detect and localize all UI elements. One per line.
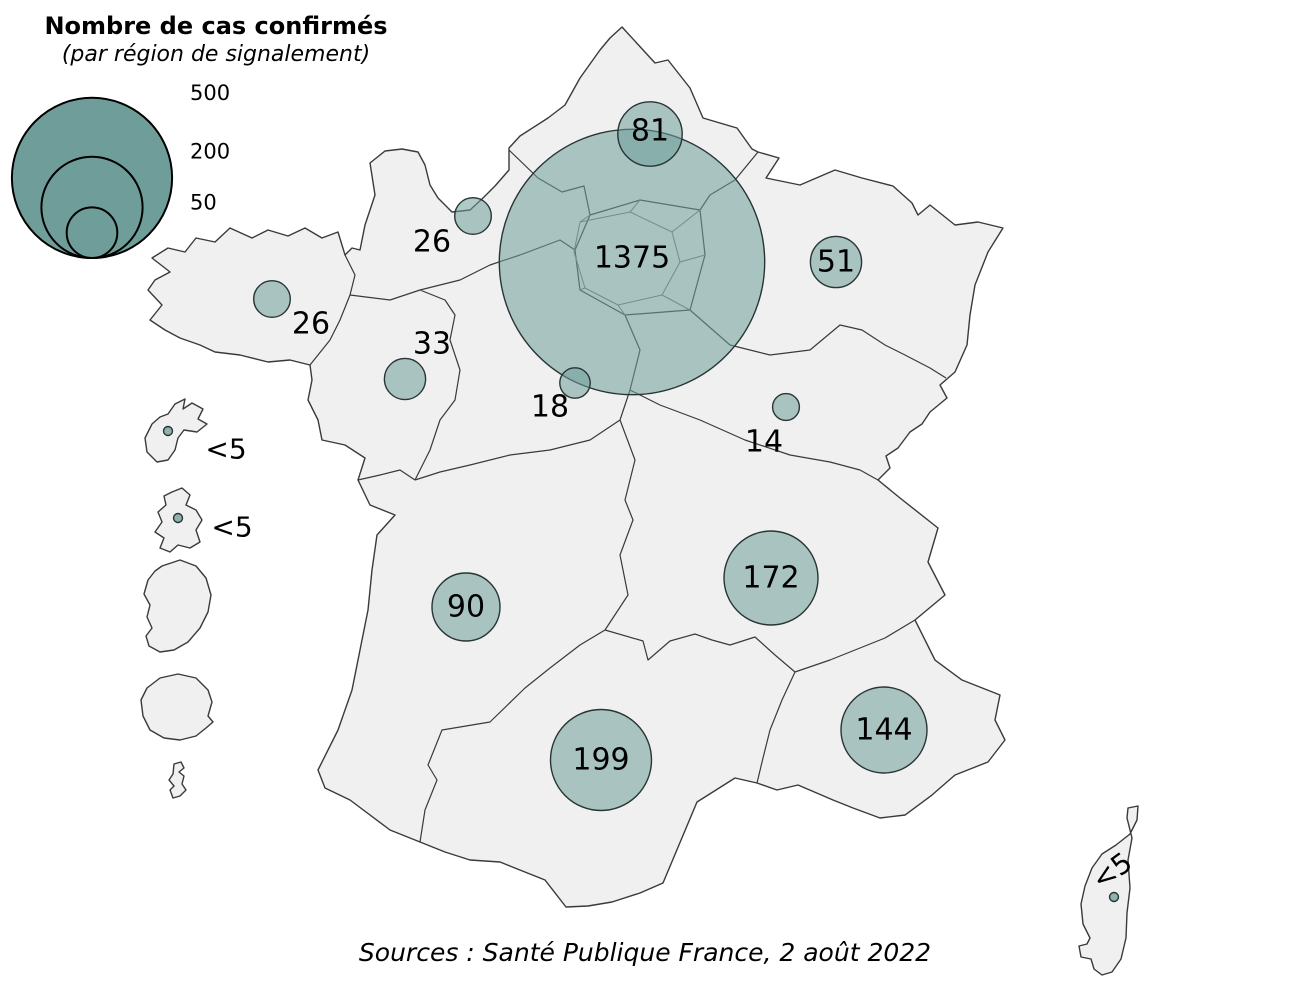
case-bubble-guadeloupe (162, 425, 174, 437)
region-mayotte (168, 761, 187, 799)
case-count-hauts-de-france: 81 (631, 114, 669, 149)
case-bubble-centre-val-de-loire (559, 367, 591, 399)
legend-text-block: Nombre de cas confirmés (par région de s… (36, 12, 396, 68)
legend-size-label-500: 500 (190, 81, 230, 105)
case-count-ile-de-france: 1375 (594, 241, 670, 276)
region-la-reunion (140, 673, 214, 741)
case-count-bretagne: 26 (292, 307, 330, 342)
case-count-occitanie: 199 (572, 743, 629, 778)
case-bubble-occitanie (549, 708, 653, 812)
legend-subtitle: (par région de signalement) (61, 41, 371, 67)
case-count-bourgogne-franche-comte: 14 (745, 425, 783, 460)
case-count-guadeloupe: <5 (205, 433, 246, 466)
case-bubble-bretagne (252, 280, 291, 319)
case-bubbles-layer (162, 101, 1120, 903)
case-count-centre-val-de-loire: 18 (531, 390, 569, 425)
legend-size-label-50: 50 (190, 190, 217, 214)
case-count-normandie: 26 (413, 225, 451, 260)
case-bubble-corse (1108, 891, 1120, 903)
case-bubble-provence-alpes-cote-d-azur (840, 686, 928, 774)
case-bubble-hauts-de-france (617, 101, 683, 167)
legend-title: Nombre de cas confirmés (44, 12, 388, 40)
region-france-metropolitaine (147, 26, 1006, 908)
case-count-auvergne-rhone-alpes: 172 (742, 561, 799, 596)
case-bubble-pays-de-la-loire (383, 357, 427, 401)
legend-circle-50 (65, 206, 119, 259)
case-bubble-martinique (172, 512, 184, 524)
case-bubble-grand-est (809, 235, 863, 289)
region-guyane (143, 559, 212, 653)
case-count-nouvelle-aquitaine: 90 (447, 590, 485, 625)
case-count-pays-de-la-loire: 33 (413, 327, 451, 362)
region-guadeloupe (144, 398, 208, 463)
source-caption: Sources : Santé Publique France, 2 août … (358, 938, 932, 967)
legend-circle-500 (10, 96, 174, 259)
case-bubble-nouvelle-aquitaine (431, 572, 501, 642)
case-count-martinique: <5 (211, 511, 252, 544)
case-bubble-normandie (454, 196, 493, 235)
case-count-provence-alpes-cote-d-azur: 144 (855, 713, 912, 748)
legend-size-circles: 500 200 50 (10, 81, 230, 259)
region-corse (1078, 805, 1139, 976)
case-bubble-auvergne-rhone-alpes (723, 530, 819, 626)
case-bubble-bourgogne-franche-comte (771, 392, 801, 422)
case-count-grand-est: 51 (817, 245, 855, 280)
legend-size-label-200: 200 (190, 140, 230, 164)
